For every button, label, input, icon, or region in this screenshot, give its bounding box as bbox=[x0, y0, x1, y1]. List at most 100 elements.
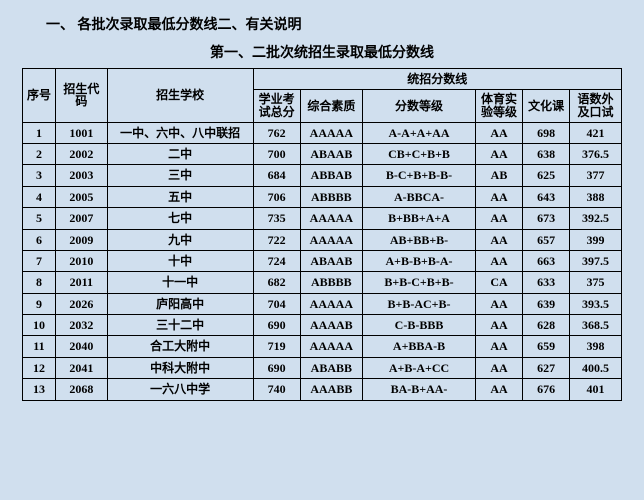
col-culture: 文化课 bbox=[523, 90, 570, 122]
col-comp: 综合素质 bbox=[300, 90, 362, 122]
cell-idx: 3 bbox=[23, 165, 56, 186]
cell-comp: AAABB bbox=[300, 379, 362, 400]
cell-school: 一中、六中、八中联招 bbox=[107, 122, 253, 143]
score-table: 序号 招生代码 招生学校 统招分数线 学业考试总分 综合素质 分数等级 体育实验… bbox=[22, 68, 622, 401]
cell-grade: B-C+B+B-B- bbox=[363, 165, 476, 186]
cell-grade: BA-B+AA- bbox=[363, 379, 476, 400]
table-row: 102032三十二中690AAAABC-B-BBBAA628368.5 bbox=[23, 315, 622, 336]
cell-culture: 627 bbox=[523, 357, 570, 378]
cell-total: 690 bbox=[253, 315, 300, 336]
cell-code: 2041 bbox=[55, 357, 107, 378]
cell-pe: AA bbox=[475, 250, 522, 271]
page-container: 一、 各批次录取最低分数线二、有关说明 第一、二批次统招生录取最低分数线 序号 … bbox=[0, 0, 644, 401]
cell-idx: 5 bbox=[23, 208, 56, 229]
cell-culture: 673 bbox=[523, 208, 570, 229]
cell-code: 2040 bbox=[55, 336, 107, 357]
cell-school: 庐阳高中 bbox=[107, 293, 253, 314]
cell-school: 九中 bbox=[107, 229, 253, 250]
cell-idx: 9 bbox=[23, 293, 56, 314]
cell-lang: 401 bbox=[570, 379, 622, 400]
cell-grade: C-B-BBB bbox=[363, 315, 476, 336]
cell-lang: 388 bbox=[570, 186, 622, 207]
cell-code: 2003 bbox=[55, 165, 107, 186]
cell-culture: 639 bbox=[523, 293, 570, 314]
cell-idx: 7 bbox=[23, 250, 56, 271]
table-row: 122041中科大附中690ABABBA+B-A+CCAA627400.5 bbox=[23, 357, 622, 378]
cell-total: 722 bbox=[253, 229, 300, 250]
table-row: 62009九中722AAAAAAB+BB+B-AA657399 bbox=[23, 229, 622, 250]
cell-pe: AA bbox=[475, 379, 522, 400]
cell-pe: AA bbox=[475, 229, 522, 250]
cell-idx: 13 bbox=[23, 379, 56, 400]
cell-code: 2005 bbox=[55, 186, 107, 207]
cell-school: 一六八中学 bbox=[107, 379, 253, 400]
table-row: 22002二中700ABAABCB+C+B+BAA638376.5 bbox=[23, 143, 622, 164]
cell-code: 2032 bbox=[55, 315, 107, 336]
table-body: 11001一中、六中、八中联招762AAAAAA-A+A+AAAA6984212… bbox=[23, 122, 622, 400]
cell-grade: A+B-B+B-A- bbox=[363, 250, 476, 271]
cell-pe: AA bbox=[475, 336, 522, 357]
cell-culture: 657 bbox=[523, 229, 570, 250]
cell-code: 2007 bbox=[55, 208, 107, 229]
cell-school: 十中 bbox=[107, 250, 253, 271]
table-row: 52007七中735AAAAAB+BB+A+AAA673392.5 bbox=[23, 208, 622, 229]
cell-idx: 4 bbox=[23, 186, 56, 207]
table-header: 序号 招生代码 招生学校 统招分数线 学业考试总分 综合素质 分数等级 体育实验… bbox=[23, 69, 622, 123]
table-row: 92026庐阳高中704AAAAAB+B-AC+B-AA639393.5 bbox=[23, 293, 622, 314]
cell-pe: AA bbox=[475, 143, 522, 164]
col-total: 学业考试总分 bbox=[253, 90, 300, 122]
cell-code: 2026 bbox=[55, 293, 107, 314]
table-row: 32003三中684ABBABB-C+B+B-B-AB625377 bbox=[23, 165, 622, 186]
cell-lang: 375 bbox=[570, 272, 622, 293]
cell-pe: AB bbox=[475, 165, 522, 186]
cell-total: 724 bbox=[253, 250, 300, 271]
cell-total: 684 bbox=[253, 165, 300, 186]
cell-school: 七中 bbox=[107, 208, 253, 229]
cell-grade: A+BBA-B bbox=[363, 336, 476, 357]
cell-total: 740 bbox=[253, 379, 300, 400]
cell-culture: 659 bbox=[523, 336, 570, 357]
col-grade: 分数等级 bbox=[363, 90, 476, 122]
cell-pe: AA bbox=[475, 293, 522, 314]
main-heading: 一、 各批次录取最低分数线二、有关说明 bbox=[22, 10, 622, 42]
cell-lang: 399 bbox=[570, 229, 622, 250]
cell-lang: 392.5 bbox=[570, 208, 622, 229]
cell-comp: ABABB bbox=[300, 357, 362, 378]
cell-comp: AAAAA bbox=[300, 122, 362, 143]
cell-code: 2068 bbox=[55, 379, 107, 400]
cell-comp: AAAAB bbox=[300, 315, 362, 336]
cell-grade: B+B-C+B+B- bbox=[363, 272, 476, 293]
cell-lang: 377 bbox=[570, 165, 622, 186]
cell-school: 中科大附中 bbox=[107, 357, 253, 378]
cell-total: 719 bbox=[253, 336, 300, 357]
table-row: 82011十一中682ABBBBB+B-C+B+B-CA633375 bbox=[23, 272, 622, 293]
cell-code: 2009 bbox=[55, 229, 107, 250]
cell-school: 三中 bbox=[107, 165, 253, 186]
cell-comp: AAAAA bbox=[300, 229, 362, 250]
cell-school: 合工大附中 bbox=[107, 336, 253, 357]
cell-grade: A-BBCA- bbox=[363, 186, 476, 207]
table-row: 112040合工大附中719AAAAAA+BBA-BAA659398 bbox=[23, 336, 622, 357]
cell-comp: ABBBB bbox=[300, 186, 362, 207]
cell-idx: 1 bbox=[23, 122, 56, 143]
cell-pe: AA bbox=[475, 315, 522, 336]
cell-idx: 8 bbox=[23, 272, 56, 293]
cell-code: 2002 bbox=[55, 143, 107, 164]
table-row: 132068一六八中学740AAABBBA-B+AA-AA676401 bbox=[23, 379, 622, 400]
cell-comp: ABAAB bbox=[300, 250, 362, 271]
cell-total: 700 bbox=[253, 143, 300, 164]
cell-culture: 698 bbox=[523, 122, 570, 143]
cell-total: 682 bbox=[253, 272, 300, 293]
cell-comp: AAAAA bbox=[300, 293, 362, 314]
cell-culture: 633 bbox=[523, 272, 570, 293]
cell-comp: ABBAB bbox=[300, 165, 362, 186]
cell-comp: AAAAA bbox=[300, 336, 362, 357]
cell-culture: 663 bbox=[523, 250, 570, 271]
cell-culture: 643 bbox=[523, 186, 570, 207]
cell-comp: ABAAB bbox=[300, 143, 362, 164]
col-group: 统招分数线 bbox=[253, 69, 621, 90]
sub-heading: 第一、二批次统招生录取最低分数线 bbox=[22, 42, 622, 68]
cell-grade: A-A+A+AA bbox=[363, 122, 476, 143]
cell-culture: 638 bbox=[523, 143, 570, 164]
cell-grade: A+B-A+CC bbox=[363, 357, 476, 378]
